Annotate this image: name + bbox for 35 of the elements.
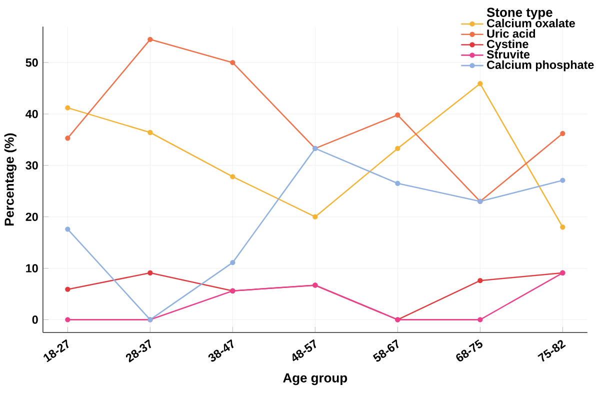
- point: [395, 180, 400, 186]
- y-tick-label: 30: [26, 161, 38, 170]
- point: [65, 105, 70, 111]
- point: [478, 317, 483, 322]
- y-tick-label: 40: [26, 110, 38, 118]
- y-tick-label: 50: [26, 58, 38, 67]
- point: [560, 224, 566, 230]
- y-tick-label: 0: [32, 316, 38, 324]
- legend-label: Calcium phosphate: [487, 60, 594, 72]
- point: [560, 178, 566, 184]
- legend-label: Uric acid: [487, 29, 536, 38]
- point: [65, 317, 70, 322]
- point: [230, 260, 236, 266]
- y-axis-title: Percentage (%): [4, 134, 16, 226]
- point: [148, 130, 153, 136]
- point: [65, 136, 70, 141]
- legend-title: Stone type: [486, 8, 552, 20]
- point: [148, 270, 153, 276]
- point: [478, 81, 483, 86]
- legend-label: Cystine: [487, 40, 528, 51]
- point: [230, 60, 236, 66]
- point: [230, 174, 236, 180]
- point: [478, 278, 483, 284]
- y-tick-label: 10: [26, 264, 38, 273]
- point: [395, 146, 400, 152]
- point: [395, 112, 400, 118]
- point: [65, 286, 70, 292]
- legend-label: Struvite: [486, 50, 530, 59]
- x-axis-title: Age group: [283, 374, 348, 386]
- y-tick-label: 20: [26, 212, 38, 222]
- legend-label: Calcium oxalate: [487, 18, 575, 28]
- point: [65, 226, 70, 232]
- point: [560, 131, 566, 136]
- point: [148, 36, 153, 42]
- point: [312, 214, 318, 220]
